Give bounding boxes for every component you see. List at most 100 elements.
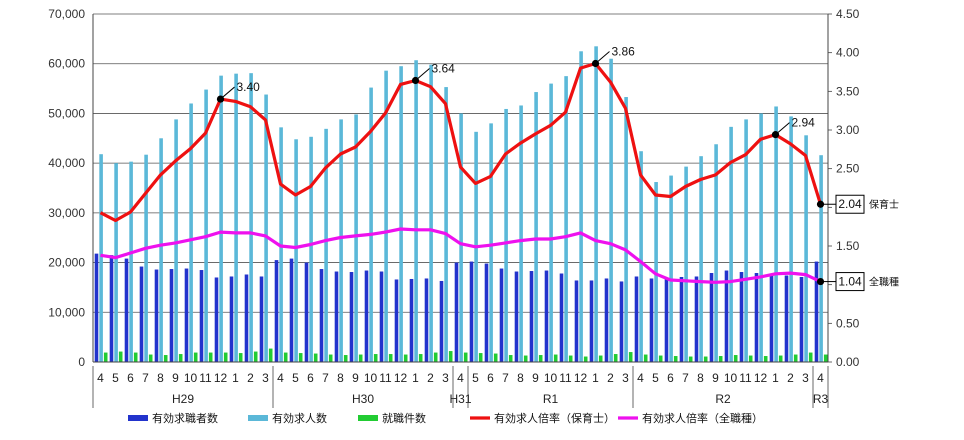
x-era-label: R2	[715, 392, 731, 406]
bar-placements	[388, 354, 393, 362]
x-month-label: 12	[754, 371, 768, 385]
bar-job-openings	[744, 119, 748, 362]
x-month-label: 12	[394, 371, 408, 385]
bar-job-openings	[144, 154, 148, 362]
x-month-label: 4	[277, 371, 284, 385]
bar-placements	[448, 351, 453, 362]
x-month-label: 8	[337, 371, 344, 385]
bar-placements	[553, 354, 558, 362]
bar-job-seekers	[604, 278, 609, 362]
bar-job-seekers	[319, 269, 324, 362]
legend-label: 就職件数	[382, 411, 426, 425]
bar-job-seekers	[379, 271, 384, 362]
x-era-label: R1	[543, 392, 559, 406]
x-month-label: 1	[412, 371, 419, 385]
bar-job-openings	[294, 139, 298, 362]
bar-job-seekers	[649, 278, 654, 362]
bar-job-openings	[129, 161, 133, 362]
bar-job-openings	[609, 58, 613, 362]
bar-job-openings	[564, 76, 568, 363]
x-month-label: 9	[352, 371, 359, 385]
bar-job-seekers	[259, 276, 264, 362]
bar-placements	[748, 355, 753, 362]
annotation-series-label: 保育士	[869, 198, 899, 211]
legend-label: 有効求人倍率（保育士）	[494, 411, 615, 425]
bar-placements	[793, 354, 798, 362]
bar-placements	[373, 354, 378, 362]
x-month-label: 5	[292, 371, 299, 385]
bar-job-openings	[324, 128, 328, 362]
bar-placements	[718, 356, 723, 362]
bar-job-openings	[309, 136, 313, 362]
bar-job-seekers	[349, 272, 354, 362]
bar-job-openings	[549, 83, 553, 362]
bar-job-openings	[804, 135, 808, 362]
bar-job-openings	[234, 73, 238, 363]
x-month-label: 12	[574, 371, 588, 385]
bar-job-seekers	[229, 276, 234, 362]
bar-placements	[688, 356, 693, 362]
bar-job-openings	[354, 114, 358, 363]
y-right-tick-label: 1.50	[836, 239, 860, 253]
x-month-label: 8	[697, 371, 704, 385]
bar-job-seekers	[484, 263, 489, 362]
annotation-label: 3.64	[432, 62, 456, 76]
x-month-label: 1	[772, 371, 779, 385]
x-era-label: H29	[172, 392, 194, 406]
bar-job-openings	[714, 144, 718, 362]
bar-placements	[223, 352, 228, 362]
bar-placements	[523, 355, 528, 362]
x-month-label: 3	[442, 371, 449, 385]
bar-job-seekers	[544, 270, 549, 362]
bar-placements	[163, 355, 168, 362]
bar-placements	[478, 353, 483, 362]
bar-job-openings	[789, 116, 793, 362]
bar-job-seekers	[244, 274, 249, 362]
x-month-label: 9	[172, 371, 179, 385]
x-era-label: H30	[352, 392, 374, 406]
x-era-label: R3	[813, 392, 829, 406]
bar-placements	[118, 351, 123, 362]
y-left-tick-label: 50,000	[48, 106, 85, 120]
x-month-label: 6	[307, 371, 314, 385]
x-month-label: 6	[667, 371, 674, 385]
annotation-leader	[220, 86, 235, 100]
bar-placements	[508, 355, 513, 362]
bar-job-seekers	[94, 253, 99, 362]
bar-job-openings	[159, 138, 163, 362]
x-month-label: 9	[532, 371, 539, 385]
y-left-tick-label: 60,000	[48, 57, 85, 71]
bar-job-seekers	[124, 258, 129, 362]
bar-job-seekers	[724, 270, 729, 362]
bar-job-openings	[729, 126, 733, 362]
bar-placements	[298, 353, 303, 362]
bar-placements	[493, 353, 498, 362]
bar-job-openings	[369, 87, 373, 362]
bar-job-openings	[774, 106, 778, 363]
bar-job-seekers	[799, 276, 804, 362]
bar-job-seekers	[109, 255, 114, 362]
bar-placements	[823, 354, 828, 362]
x-month-label: 5	[112, 371, 119, 385]
x-month-label: 4	[97, 371, 104, 385]
bar-job-seekers	[199, 270, 204, 362]
x-month-label: 1	[232, 371, 239, 385]
x-month-label: 8	[157, 371, 164, 385]
bar-job-seekers	[364, 270, 369, 362]
line-ratio-all-jobs	[100, 227, 822, 284]
bar-job-seekers	[454, 262, 459, 362]
bar-job-seekers	[784, 275, 789, 362]
x-month-label: 11	[199, 371, 212, 385]
x-month-label: 11	[559, 371, 572, 385]
bar-job-openings	[684, 166, 688, 362]
bar-job-openings	[264, 94, 268, 362]
legend-swatch	[128, 415, 148, 421]
bar-job-openings	[819, 155, 823, 362]
annotation-leader	[775, 122, 790, 136]
bar-job-seekers	[139, 266, 144, 362]
bar-placements	[178, 354, 183, 362]
x-month-label: 5	[652, 371, 659, 385]
bar-job-openings	[219, 75, 223, 362]
bar-job-openings	[519, 105, 523, 362]
